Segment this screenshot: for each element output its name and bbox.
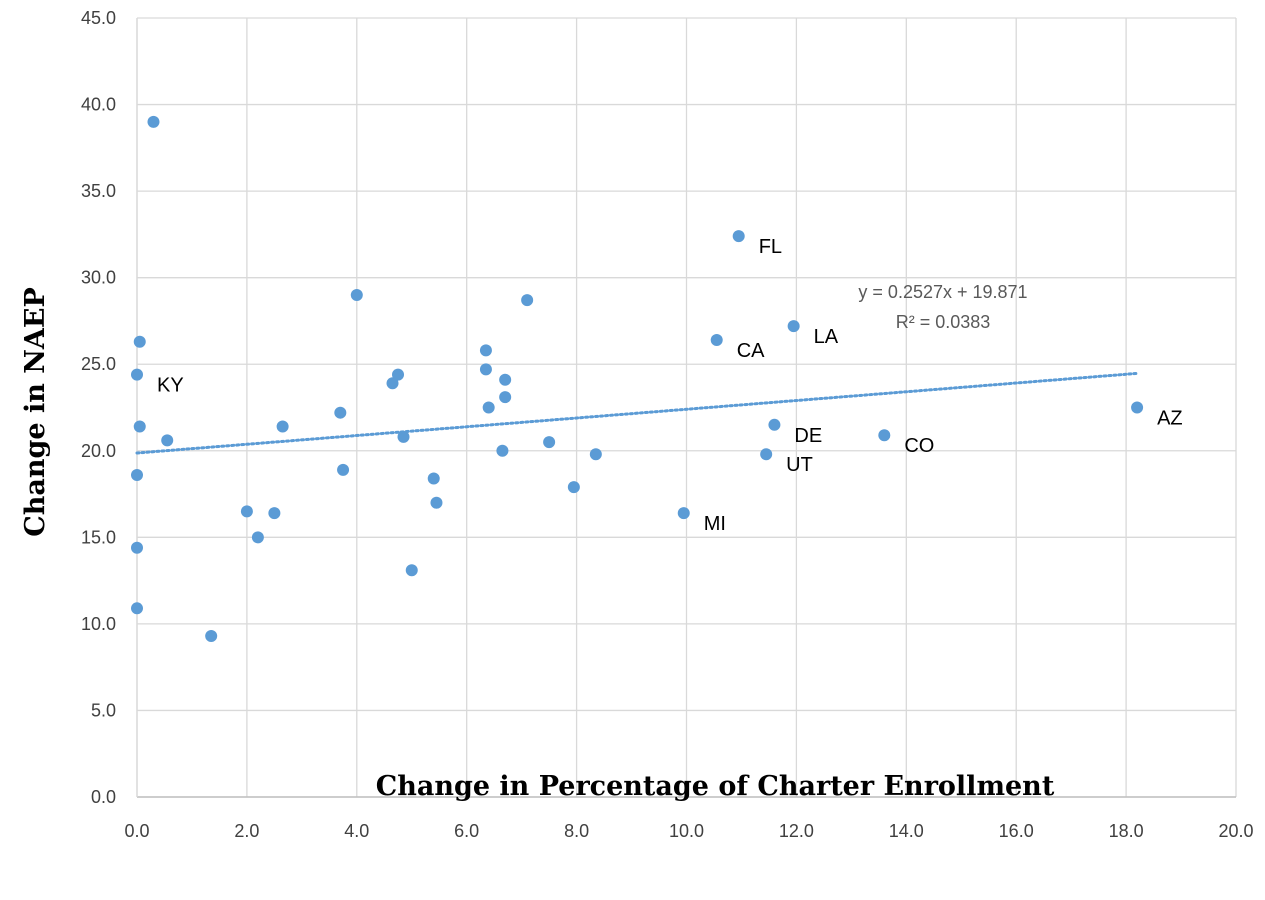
data-point	[589, 448, 602, 461]
y-tick-label: 40.0	[81, 95, 116, 115]
trendline-equation: y = 0.2527x + 19.871	[858, 282, 1027, 302]
gridlines	[136, 17, 1237, 798]
axes	[136, 18, 1236, 798]
y-tick-label: 35.0	[81, 181, 116, 201]
x-tick-label: 4.0	[344, 821, 369, 841]
data-point	[430, 496, 443, 509]
data-points	[131, 115, 1144, 643]
x-tick-label: 16.0	[999, 821, 1034, 841]
data-point	[499, 373, 512, 386]
data-point	[760, 448, 773, 461]
data-point	[334, 406, 347, 419]
data-point	[427, 472, 440, 485]
x-tick-label: 14.0	[889, 821, 924, 841]
point-label: DE	[794, 425, 822, 447]
data-point	[499, 391, 512, 404]
data-point	[482, 401, 495, 414]
data-point	[147, 115, 160, 128]
data-point	[677, 507, 690, 520]
x-tick-label: 18.0	[1109, 821, 1144, 841]
y-tick-label: 20.0	[81, 441, 116, 461]
data-point	[133, 420, 146, 433]
data-point	[392, 368, 405, 381]
point-label: FL	[759, 236, 782, 258]
data-point	[521, 294, 534, 307]
data-point	[268, 507, 281, 520]
point-label: AZ	[1157, 408, 1183, 430]
y-tick-label: 5.0	[91, 700, 116, 720]
y-tick-labels: 0.0 5.0 10.0 15.0 20.0 25.0 30.0 35.0 40.0 45.0	[81, 8, 116, 807]
data-point	[161, 434, 174, 447]
data-point	[732, 230, 745, 243]
data-point	[1131, 401, 1144, 414]
x-tick-label: 2.0	[234, 821, 259, 841]
data-point	[479, 363, 492, 376]
x-tick-label: 12.0	[779, 821, 814, 841]
trendline-r-squared: R² = 0.0383	[896, 312, 991, 332]
y-tick-label: 10.0	[81, 614, 116, 634]
point-label: LA	[814, 326, 839, 348]
point-label: KY	[157, 375, 184, 397]
y-tick-label: 30.0	[81, 268, 116, 288]
data-point	[131, 469, 143, 482]
trendline-group	[135, 371, 1139, 455]
data-point	[131, 541, 143, 554]
data-point	[405, 564, 418, 577]
data-point	[787, 320, 800, 333]
point-label: UT	[786, 454, 813, 476]
y-tick-label: 45.0	[81, 8, 116, 28]
y-axis-title: Change in NAEP	[20, 287, 51, 537]
y-tick-label: 25.0	[81, 354, 116, 374]
data-point	[240, 505, 253, 518]
data-point	[350, 288, 363, 301]
y-tick-label: 0.0	[91, 787, 116, 807]
data-point	[133, 335, 146, 348]
data-point	[397, 430, 410, 443]
data-point	[276, 420, 289, 433]
x-tick-label: 8.0	[564, 821, 589, 841]
data-point	[386, 377, 399, 390]
data-point	[710, 333, 723, 346]
data-point	[878, 429, 891, 442]
x-tick-label: 20.0	[1218, 821, 1253, 841]
data-point	[337, 463, 350, 476]
y-tick-label: 15.0	[81, 527, 116, 547]
data-point	[768, 418, 781, 431]
point-label: MI	[704, 513, 726, 535]
x-tick-label: 10.0	[669, 821, 704, 841]
x-tick-label: 6.0	[454, 821, 479, 841]
point-labels: KY MI CA FL UT DE LA CO AZ	[157, 236, 1183, 535]
point-label: CO	[904, 435, 934, 457]
data-point	[479, 344, 492, 357]
point-label: CA	[737, 340, 765, 362]
x-axis-title: Change in Percentage of Charter Enrollme…	[376, 771, 1055, 802]
data-point	[496, 444, 509, 457]
data-point	[543, 436, 556, 449]
data-point	[205, 630, 218, 643]
data-point	[251, 531, 264, 544]
data-point	[131, 368, 143, 381]
x-tick-labels: 0.0 2.0 4.0 6.0 8.0 10.0 12.0 14.0 16.0 18.0 20.0	[124, 821, 1253, 841]
x-tick-label: 0.0	[124, 821, 149, 841]
data-point	[131, 602, 143, 615]
data-point	[567, 481, 580, 494]
trendline	[135, 371, 1139, 455]
